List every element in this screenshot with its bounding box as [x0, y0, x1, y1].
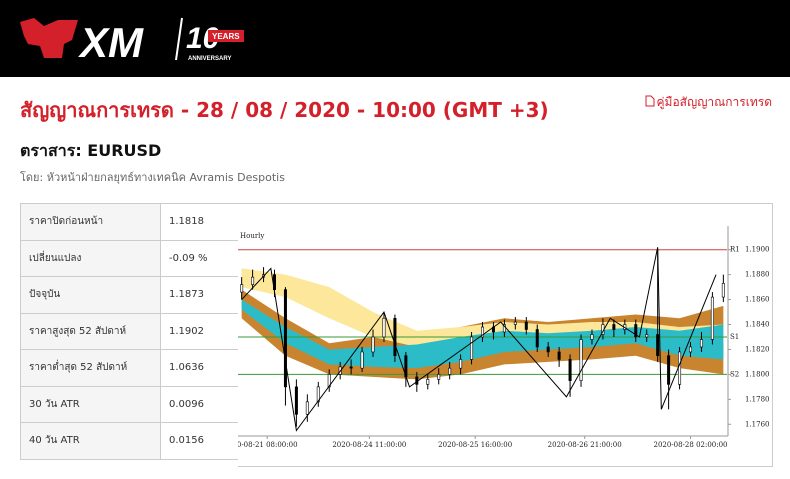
y-tick-label: 1.1820 [745, 345, 770, 353]
candle-body [524, 321, 528, 330]
row-label: ราคาปิดก่อนหน้า [20, 203, 161, 241]
instrument: ตราสาร: EURUSD [20, 141, 162, 160]
y-tick-label: 1.1860 [745, 296, 770, 304]
table-row: ราคาต่ำสุด 52 สัปดาห์ 1.0636 [20, 349, 239, 387]
candle-body [678, 351, 682, 385]
guide-link[interactable]: คู่มือสัญญาณการเทรด [645, 93, 773, 112]
anniversary-years: YEARS [212, 32, 240, 41]
row-value: -0.09 % [160, 239, 239, 277]
candle-body [294, 386, 298, 415]
candle-body [667, 355, 671, 385]
row-label: ราคาต่ำสุด 52 สัปดาห์ [20, 349, 161, 387]
row-value: 0.0156 [160, 422, 239, 460]
row-label: ปัจจุบัน [20, 276, 161, 314]
row-label: เปลี่ยนแปลง [20, 239, 161, 277]
candle-body [349, 366, 353, 369]
table-row: 40 วัน ATR 0.0156 [20, 422, 239, 460]
candle-body [568, 359, 572, 381]
candle-body [316, 386, 320, 403]
candle-body [590, 334, 594, 340]
candle-body [710, 296, 714, 340]
logo-bull [20, 18, 78, 58]
table-row: ราคาปิดก่อนหน้า 1.1818 [20, 203, 239, 241]
row-value: 1.1873 [160, 276, 239, 314]
row-label: ราคาสูงสุด 52 สัปดาห์ [20, 312, 161, 350]
chart-title: Hourly [240, 232, 264, 240]
y-tick-label: 1.1840 [745, 321, 770, 329]
candle-body [251, 276, 255, 285]
row-value: 0.0096 [160, 385, 239, 423]
candle-body [459, 359, 463, 369]
info-table: ราคาปิดก่อนหน้า 1.1818 เปลี่ยนแปลง -0.09 % ป… [20, 203, 239, 460]
row-label: 40 วัน ATR [20, 422, 161, 460]
logo-divider [175, 17, 183, 61]
x-tick-label: 2020-08-28 02:00:00 [653, 441, 727, 449]
table-row: 30 วัน ATR 0.0096 [20, 385, 239, 423]
logo-text: XM [78, 19, 144, 66]
x-tick-label: 2020-08-24 11:00:00 [332, 441, 406, 449]
table-row: เปลี่ยนแปลง -0.09 % [20, 239, 239, 277]
row-value: 1.1902 [160, 312, 239, 350]
candle-body [634, 324, 638, 338]
candle-body [557, 351, 561, 360]
table-row: ราคาสูงสุด 52 สัปดาห์ 1.1902 [20, 312, 239, 350]
y-tick-label: 1.1780 [745, 395, 770, 403]
guide-link-text: คู่มือสัญญาณการเทรด [656, 95, 773, 109]
anniversary-label: ANNIVERSARY [188, 56, 231, 62]
candle-body [579, 339, 583, 381]
row-value: 1.1818 [160, 203, 239, 241]
candle-body [689, 346, 693, 353]
x-tick-label: 0-08-21 08:00:00 [238, 441, 298, 449]
chart: Hourly R1 S1 S2 1.1760 1.1780 1.1800 1.1820 1.1… [238, 203, 773, 467]
candle-body [371, 336, 375, 353]
candle-body [546, 346, 550, 353]
pdf-icon [645, 95, 654, 107]
y-tick-label: 1.1900 [745, 246, 770, 254]
candle-body [283, 289, 287, 388]
zigzag-line [241, 247, 717, 432]
table-row: ปัจจุบัน 1.1873 [20, 276, 239, 314]
candle-body [437, 374, 441, 380]
logo: XM 10 YEARS ANNIVERSARY [20, 17, 244, 66]
header: XM 10 YEARS ANNIVERSARY [0, 0, 790, 77]
candle-body [612, 324, 616, 330]
anniversary-badge [208, 30, 244, 42]
candle-body [393, 317, 397, 356]
candle-body [360, 351, 364, 369]
level-label: S1 [730, 333, 739, 341]
candle-body [448, 367, 452, 375]
y-tick-label: 1.1880 [745, 271, 770, 279]
candle-body [513, 321, 517, 325]
level-label: S2 [730, 370, 739, 378]
row-value: 1.0636 [160, 349, 239, 387]
x-tick-label: 2020-08-26 21:00:00 [548, 441, 622, 449]
x-tick-label: 2020-08-25 16:00:00 [438, 441, 512, 449]
row-label: 30 วัน ATR [20, 385, 161, 423]
candle-body [656, 334, 660, 356]
candle-body [699, 339, 703, 348]
page-title: สัญญาณการเทรด - 28 / 08 / 2020 - 10:00 (… [20, 98, 549, 122]
candle-body [535, 329, 539, 348]
y-tick-label: 1.1760 [745, 420, 770, 428]
candle-body [305, 401, 309, 415]
candle-body [240, 284, 244, 293]
candle-body [721, 283, 725, 298]
candle-body [382, 317, 386, 338]
level-label: R1 [730, 246, 740, 254]
candle-body [426, 379, 430, 385]
y-tick-label: 1.1800 [745, 370, 770, 378]
candle-body [470, 336, 474, 360]
candle-body [481, 326, 485, 338]
author: โดย: หัวหน้าฝ่ายกลยุทธ์ทางเทคนิค Avramis… [20, 171, 285, 184]
candle-body [645, 334, 649, 338]
